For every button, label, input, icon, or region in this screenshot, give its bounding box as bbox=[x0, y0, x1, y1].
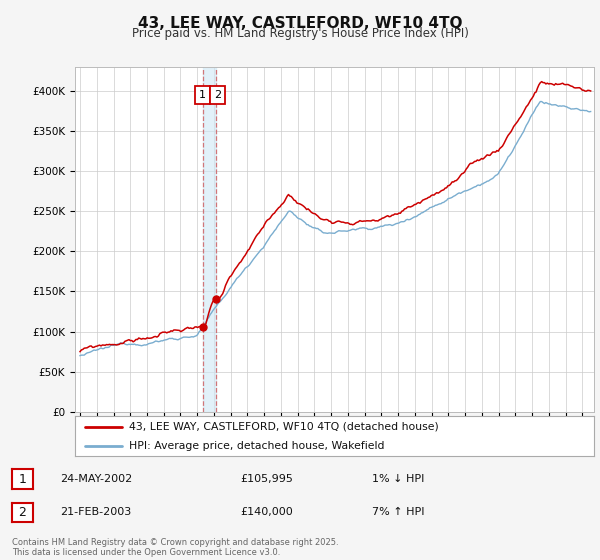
Text: HPI: Average price, detached house, Wakefield: HPI: Average price, detached house, Wake… bbox=[130, 441, 385, 451]
Text: 1% ↓ HPI: 1% ↓ HPI bbox=[372, 474, 424, 484]
Text: 2: 2 bbox=[19, 506, 26, 519]
Text: 1: 1 bbox=[199, 90, 206, 100]
Text: £140,000: £140,000 bbox=[240, 507, 293, 517]
Text: 7% ↑ HPI: 7% ↑ HPI bbox=[372, 507, 425, 517]
Text: 43, LEE WAY, CASTLEFORD, WF10 4TQ: 43, LEE WAY, CASTLEFORD, WF10 4TQ bbox=[138, 16, 462, 31]
Text: 2: 2 bbox=[214, 90, 221, 100]
Text: 21-FEB-2003: 21-FEB-2003 bbox=[60, 507, 131, 517]
Text: Price paid vs. HM Land Registry's House Price Index (HPI): Price paid vs. HM Land Registry's House … bbox=[131, 27, 469, 40]
Text: 1: 1 bbox=[19, 473, 26, 486]
Text: £105,995: £105,995 bbox=[240, 474, 293, 484]
Text: 24-MAY-2002: 24-MAY-2002 bbox=[60, 474, 132, 484]
Bar bbox=[203, 67, 216, 412]
Text: 43, LEE WAY, CASTLEFORD, WF10 4TQ (detached house): 43, LEE WAY, CASTLEFORD, WF10 4TQ (detac… bbox=[130, 422, 439, 432]
Text: Contains HM Land Registry data © Crown copyright and database right 2025.
This d: Contains HM Land Registry data © Crown c… bbox=[12, 538, 338, 557]
